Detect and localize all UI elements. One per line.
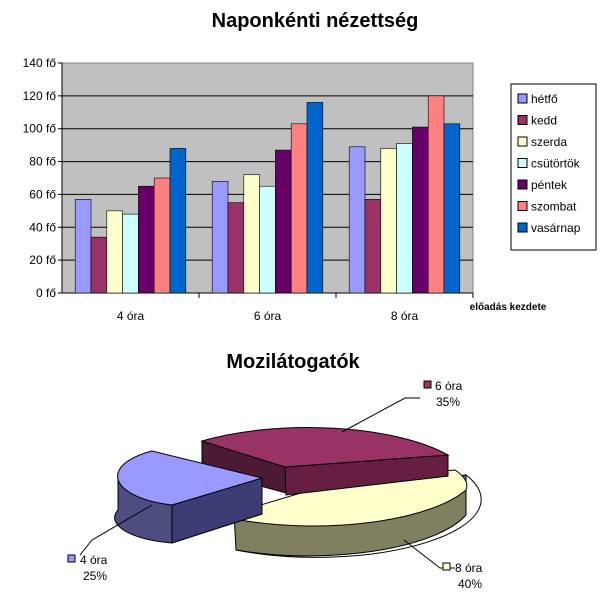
x-tick-label: 4 óra — [117, 309, 145, 323]
pie-slice-4-ora — [114, 450, 264, 544]
legend-swatch — [517, 136, 528, 147]
x-axis-ticks: 4 óra 6 óra 8 óra — [117, 293, 474, 323]
bar — [259, 185, 276, 294]
legend-swatch — [517, 93, 528, 104]
legend-swatch — [517, 179, 528, 190]
bar — [169, 148, 187, 294]
pie-label-category: 6 óra — [435, 379, 463, 393]
bar — [106, 210, 123, 294]
pie-label-category: 8 óra — [455, 561, 483, 575]
bar — [412, 126, 429, 294]
bar — [74, 199, 92, 294]
y-tick-label: 140 fő — [23, 56, 57, 70]
bar-chart: Naponkénti nézettség 0 fő 20 fő 40 fő 60 fő… — [23, 10, 597, 323]
bar — [290, 123, 308, 294]
legend-label: szerda — [531, 135, 567, 149]
bar — [427, 95, 445, 294]
x-tick-label: 6 óra — [254, 309, 282, 323]
pie-label-swatch-8-ora — [442, 562, 451, 571]
pie-label-category: 4 óra — [80, 553, 108, 567]
bar — [90, 236, 108, 294]
pie-label-8-ora: 8 óra 40% — [442, 561, 483, 591]
legend-label: csütörtök — [531, 157, 581, 171]
bar — [122, 213, 139, 294]
pie-label-percent: 40% — [458, 577, 482, 591]
pie-chart-title: Mozilátogatók — [226, 351, 360, 373]
bar — [306, 102, 324, 294]
x-tick-label: 8 óra — [391, 309, 419, 323]
y-tick-label: 60 fő — [29, 187, 56, 201]
y-tick-label: 100 fő — [23, 122, 57, 136]
pie-label-swatch-6-ora — [423, 380, 432, 389]
legend-label: kedd — [531, 114, 557, 128]
legend-label: hétfő — [531, 92, 558, 106]
pie-slice-6-ora — [200, 427, 450, 496]
bar — [227, 202, 245, 294]
legend: hétfő kedd szerda csütörtök péntek szombat vas… — [510, 83, 597, 251]
bar-chart-title: Naponkénti nézettség — [212, 10, 419, 32]
bar — [443, 123, 461, 294]
pie-slice-8-ora — [233, 469, 482, 558]
legend-swatch — [517, 201, 528, 211]
y-tick-label: 120 fő — [23, 89, 57, 103]
pie-label-percent: 25% — [83, 569, 107, 583]
x-axis-label: előadás kezdete — [470, 302, 547, 313]
bars — [74, 95, 461, 294]
bar — [153, 177, 171, 294]
y-tick-label: 20 fő — [29, 253, 56, 267]
legend-label: péntek — [531, 178, 568, 192]
bar — [275, 149, 292, 294]
legend-swatch — [517, 222, 528, 233]
bar — [138, 185, 155, 294]
y-tick-label: 0 fő — [36, 286, 56, 300]
leader-line-6-ora — [341, 397, 420, 433]
legend-swatch — [517, 158, 528, 168]
legend-swatch — [517, 115, 528, 125]
bar — [211, 180, 229, 294]
pie-label-4-ora: 4 óra 25% — [67, 553, 108, 583]
bar — [396, 143, 413, 294]
bar — [243, 174, 260, 294]
pie-label-6-ora: 6 óra 35% — [423, 379, 463, 409]
pie-chart: Mozilátogatók 6 óra 35% — [67, 351, 483, 591]
legend-label: szombat — [531, 200, 577, 214]
bar — [348, 146, 366, 294]
y-axis-ticks: 0 fő 20 fő 40 fő 60 fő 80 fő 100 fő 120 fő 140 … — [23, 56, 62, 300]
y-tick-label: 40 fő — [29, 220, 56, 234]
y-tick-label: 80 fő — [29, 155, 56, 169]
legend-label: vasárnap — [531, 221, 581, 235]
bar — [380, 148, 397, 294]
pie-label-percent: 35% — [436, 395, 460, 409]
leader-line-4-ora — [79, 504, 153, 556]
pie-label-swatch-4-ora — [67, 554, 76, 563]
bar — [364, 199, 382, 294]
